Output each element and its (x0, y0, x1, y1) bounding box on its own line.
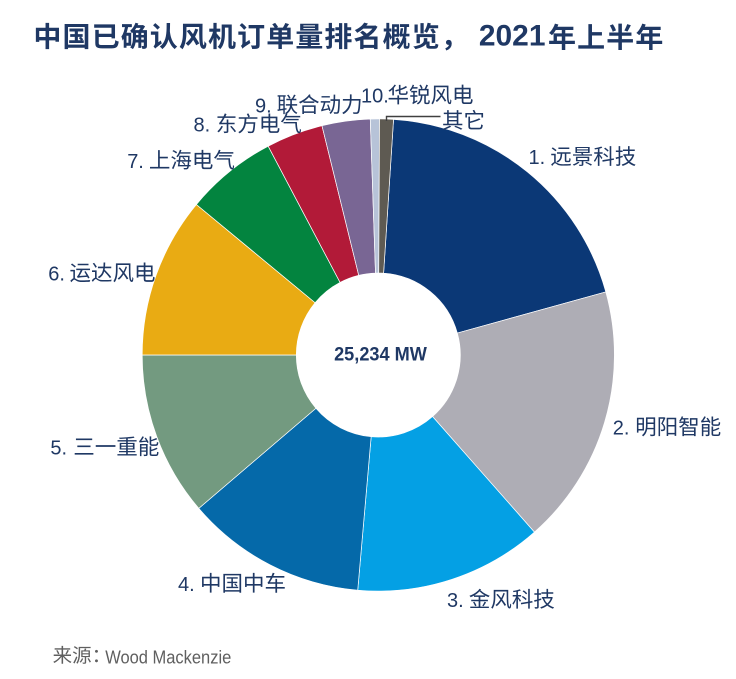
svg-text:10.: 10. (361, 86, 389, 108)
svg-text:6.: 6. (48, 264, 65, 286)
svg-text:5.: 5. (50, 437, 67, 459)
svg-text:8.: 8. (194, 115, 211, 137)
svg-text:2021: 2021 (479, 20, 546, 53)
svg-text:7.: 7. (127, 151, 144, 173)
svg-text:4.: 4. (178, 574, 195, 596)
svg-text:1.: 1. (529, 147, 546, 169)
svg-text:9.: 9. (255, 95, 272, 117)
svg-text:Wood Mackenzie: Wood Mackenzie (105, 646, 231, 667)
svg-text:25,234 MW: 25,234 MW (334, 344, 427, 365)
svg-text:2.: 2. (613, 418, 630, 440)
svg-text:3.: 3. (447, 590, 464, 612)
